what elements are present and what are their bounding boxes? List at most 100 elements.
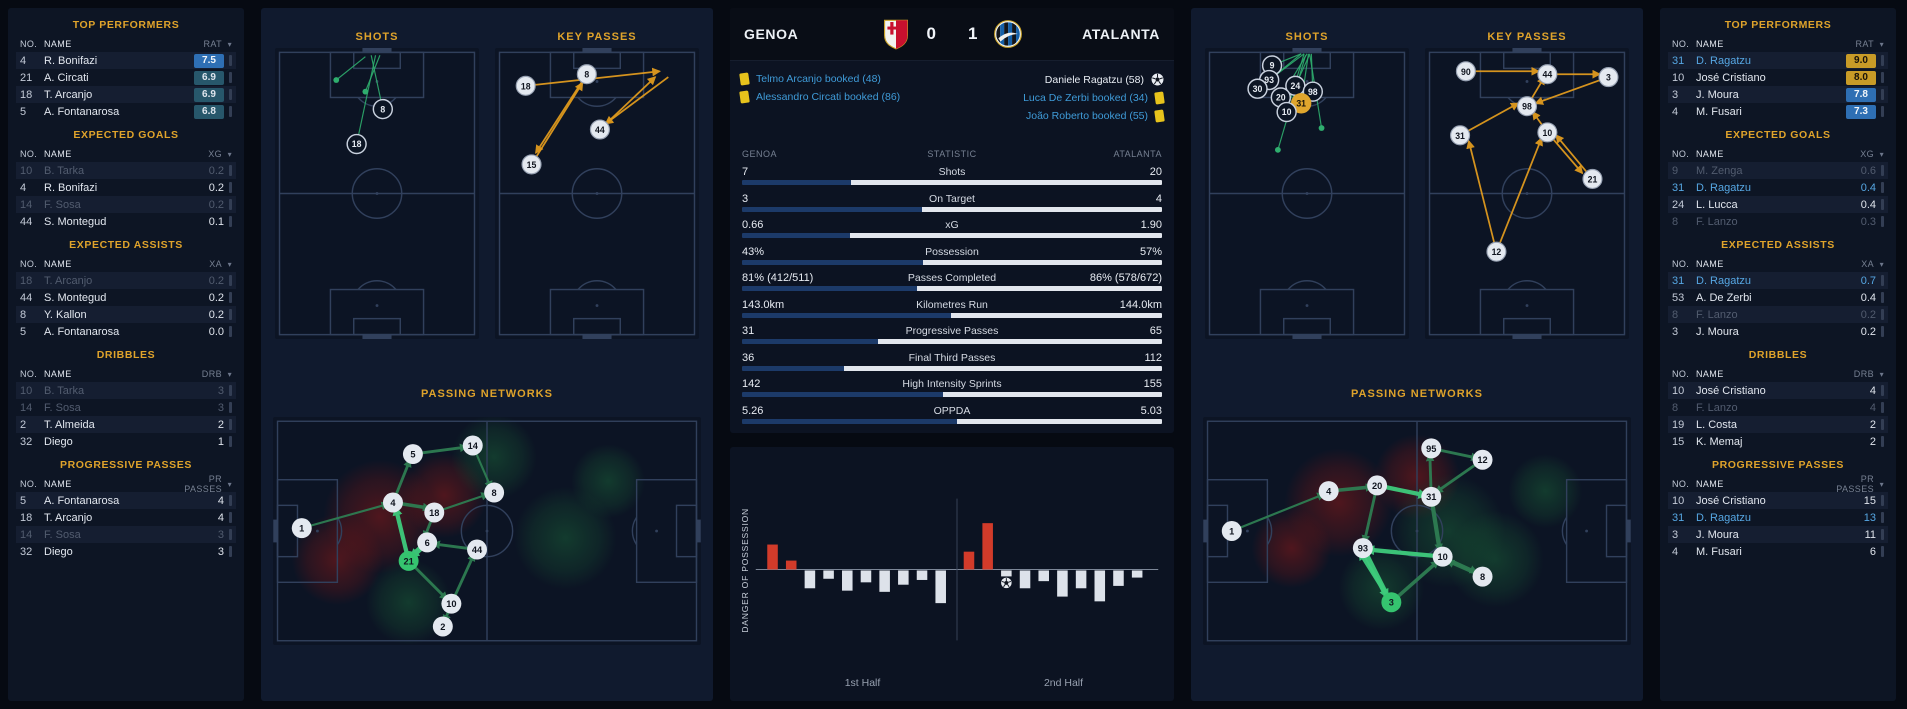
sort-arrow-icon[interactable]: ▾ xyxy=(1879,479,1884,489)
row-tick xyxy=(1881,55,1884,66)
player-row[interactable]: 31 D. Ragatzu 0.7 xyxy=(1668,272,1888,289)
sort-arrow-icon[interactable]: ▾ xyxy=(227,149,232,159)
col-header-no[interactable]: NO. xyxy=(1672,259,1690,269)
col-header-name[interactable]: NAME xyxy=(44,369,72,379)
player-row[interactable]: 31 D. Ragatzu 9.0 xyxy=(1668,52,1888,69)
player-row[interactable]: 32 Diego 3 xyxy=(16,543,236,560)
col-header-val[interactable]: XA xyxy=(1861,259,1874,269)
player-row[interactable]: 8 F. Lanzo 4 xyxy=(1668,399,1888,416)
player-row[interactable]: 4 R. Bonifazi 0.2 xyxy=(16,179,236,196)
col-header-name[interactable]: NAME xyxy=(1696,369,1724,379)
player-row[interactable]: 14 F. Sosa 3 xyxy=(16,526,236,543)
sort-arrow-icon[interactable]: ▾ xyxy=(227,369,232,379)
player-row[interactable]: 8 Y. Kallon 0.2 xyxy=(16,306,236,323)
col-header-name[interactable]: NAME xyxy=(44,39,72,49)
svg-text:24: 24 xyxy=(1291,81,1301,91)
event-row[interactable]: Daniele Ragatzu (58) xyxy=(952,73,1164,86)
stat-row[interactable]: 142 High Intensity Sprints 155 xyxy=(742,378,1162,397)
event-row[interactable]: Telmo Arcanjo booked (48) xyxy=(739,72,952,86)
col-header-no[interactable]: NO. xyxy=(20,39,38,49)
player-row[interactable]: 8 F. Lanzo 0.2 xyxy=(1668,306,1888,323)
player-row[interactable]: 3 J. Moura 11 xyxy=(1668,526,1888,543)
player-row[interactable]: 18 T. Arcanjo 6.9 xyxy=(16,86,236,103)
sort-arrow-icon[interactable]: ▾ xyxy=(227,39,232,49)
col-header-val[interactable]: DRB xyxy=(1853,369,1874,379)
player-row[interactable]: 10 José Cristiano 15 xyxy=(1668,492,1888,509)
sort-arrow-icon[interactable]: ▾ xyxy=(1879,149,1884,159)
col-header-name[interactable]: NAME xyxy=(1696,479,1724,489)
col-header-val[interactable]: XG xyxy=(208,149,222,159)
col-header-name[interactable]: NAME xyxy=(1696,259,1724,269)
stat-row[interactable]: 143.0km Kilometres Run 144.0km xyxy=(742,299,1162,318)
col-header-val[interactable]: PR PASSES xyxy=(1836,474,1874,494)
player-row[interactable]: 3 J. Moura 0.2 xyxy=(1668,323,1888,340)
player-row[interactable]: 44 S. Montegud 0.2 xyxy=(16,289,236,306)
player-row[interactable]: 9 M. Zenga 0.6 xyxy=(1668,162,1888,179)
col-header-name[interactable]: NAME xyxy=(44,259,72,269)
col-header-name[interactable]: NAME xyxy=(44,149,72,159)
player-row[interactable]: 18 T. Arcanjo 4 xyxy=(16,509,236,526)
player-row[interactable]: 4 M. Fusari 6 xyxy=(1668,543,1888,560)
player-row[interactable]: 10 B. Tarka 3 xyxy=(16,382,236,399)
sort-arrow-icon[interactable]: ▾ xyxy=(227,479,232,489)
player-row[interactable]: 10 José Cristiano 4 xyxy=(1668,382,1888,399)
stat-row[interactable]: 43% Possession 57% xyxy=(742,246,1162,265)
sort-arrow-icon[interactable]: ▾ xyxy=(1879,369,1884,379)
home-team-name[interactable]: GENOA xyxy=(744,26,799,42)
col-header-name[interactable]: NAME xyxy=(44,479,72,489)
player-row[interactable]: 10 B. Tarka 0.2 xyxy=(16,162,236,179)
stat-row[interactable]: 3 On Target 4 xyxy=(742,193,1162,212)
event-row[interactable]: Alessandro Circati booked (86) xyxy=(739,90,952,104)
player-row[interactable]: 4 R. Bonifazi 7.5 xyxy=(16,52,236,69)
col-header-val[interactable]: XA xyxy=(209,259,222,269)
player-row[interactable]: 53 A. De Zerbi 0.4 xyxy=(1668,289,1888,306)
event-row[interactable]: Luca De Zerbi booked (34) xyxy=(952,91,1165,105)
stat-row[interactable]: 5.26 OPPDA 5.03 xyxy=(742,405,1162,424)
player-row[interactable]: 44 S. Montegud 0.1 xyxy=(16,213,236,230)
col-header-no[interactable]: NO. xyxy=(1672,369,1690,379)
player-row[interactable]: 15 K. Memaj 2 xyxy=(1668,433,1888,450)
col-header-no[interactable]: NO. xyxy=(20,259,38,269)
col-header-no[interactable]: NO. xyxy=(20,149,38,159)
col-header-no[interactable]: NO. xyxy=(1672,149,1690,159)
col-header-val[interactable]: PR PASSES xyxy=(184,474,222,494)
player-row[interactable]: 3 J. Moura 7.8 xyxy=(1668,86,1888,103)
col-header-val[interactable]: XG xyxy=(1860,149,1874,159)
sort-arrow-icon[interactable]: ▾ xyxy=(1879,39,1884,49)
col-header-name[interactable]: NAME xyxy=(1696,149,1724,159)
col-header-no[interactable]: NO. xyxy=(1672,479,1690,489)
col-header-val[interactable]: DRB xyxy=(201,369,222,379)
sort-arrow-icon[interactable]: ▾ xyxy=(227,259,232,269)
stat-row[interactable]: 0.66 xG 1.90 xyxy=(742,219,1162,238)
player-row[interactable]: 31 D. Ragatzu 0.4 xyxy=(1668,179,1888,196)
player-number: 14 xyxy=(20,401,33,414)
event-row[interactable]: João Roberto booked (55) xyxy=(952,109,1165,123)
player-row[interactable]: 18 T. Arcanjo 0.2 xyxy=(16,272,236,289)
player-row[interactable]: 10 José Cristiano 8.0 xyxy=(1668,69,1888,86)
col-header-no[interactable]: NO. xyxy=(20,369,38,379)
player-row[interactable]: 24 L. Lucca 0.4 xyxy=(1668,196,1888,213)
col-header-no[interactable]: NO. xyxy=(20,479,38,489)
player-row[interactable]: 32 Diego 1 xyxy=(16,433,236,450)
player-row[interactable]: 8 F. Lanzo 0.3 xyxy=(1668,213,1888,230)
stat-row[interactable]: 36 Final Third Passes 112 xyxy=(742,352,1162,371)
player-row[interactable]: 14 F. Sosa 0.2 xyxy=(16,196,236,213)
col-header-name[interactable]: NAME xyxy=(1696,39,1724,49)
player-row[interactable]: 2 T. Almeida 2 xyxy=(16,416,236,433)
stat-row[interactable]: 31 Progressive Passes 65 xyxy=(742,325,1162,344)
sort-arrow-icon[interactable]: ▾ xyxy=(1879,259,1884,269)
col-header-val[interactable]: RAT xyxy=(203,39,222,49)
player-row[interactable]: 31 D. Ragatzu 13 xyxy=(1668,509,1888,526)
col-header-no[interactable]: NO. xyxy=(1672,39,1690,49)
stat-row[interactable]: 81% (412/511) Passes Completed 86% (578/67… xyxy=(742,272,1162,291)
player-row[interactable]: 4 M. Fusari 7.3 xyxy=(1668,103,1888,120)
player-row[interactable]: 5 A. Fontanarosa 0.0 xyxy=(16,323,236,340)
player-row[interactable]: 14 F. Sosa 3 xyxy=(16,399,236,416)
player-row[interactable]: 19 L. Costa 2 xyxy=(1668,416,1888,433)
away-team-name[interactable]: ATALANTA xyxy=(1082,26,1160,42)
player-row[interactable]: 21 A. Circati 6.9 xyxy=(16,69,236,86)
col-header-val[interactable]: RAT xyxy=(1855,39,1874,49)
player-row[interactable]: 5 A. Fontanarosa 4 xyxy=(16,492,236,509)
stat-row[interactable]: 7 Shots 20 xyxy=(742,166,1162,185)
player-row[interactable]: 5 A. Fontanarosa 6.8 xyxy=(16,103,236,120)
